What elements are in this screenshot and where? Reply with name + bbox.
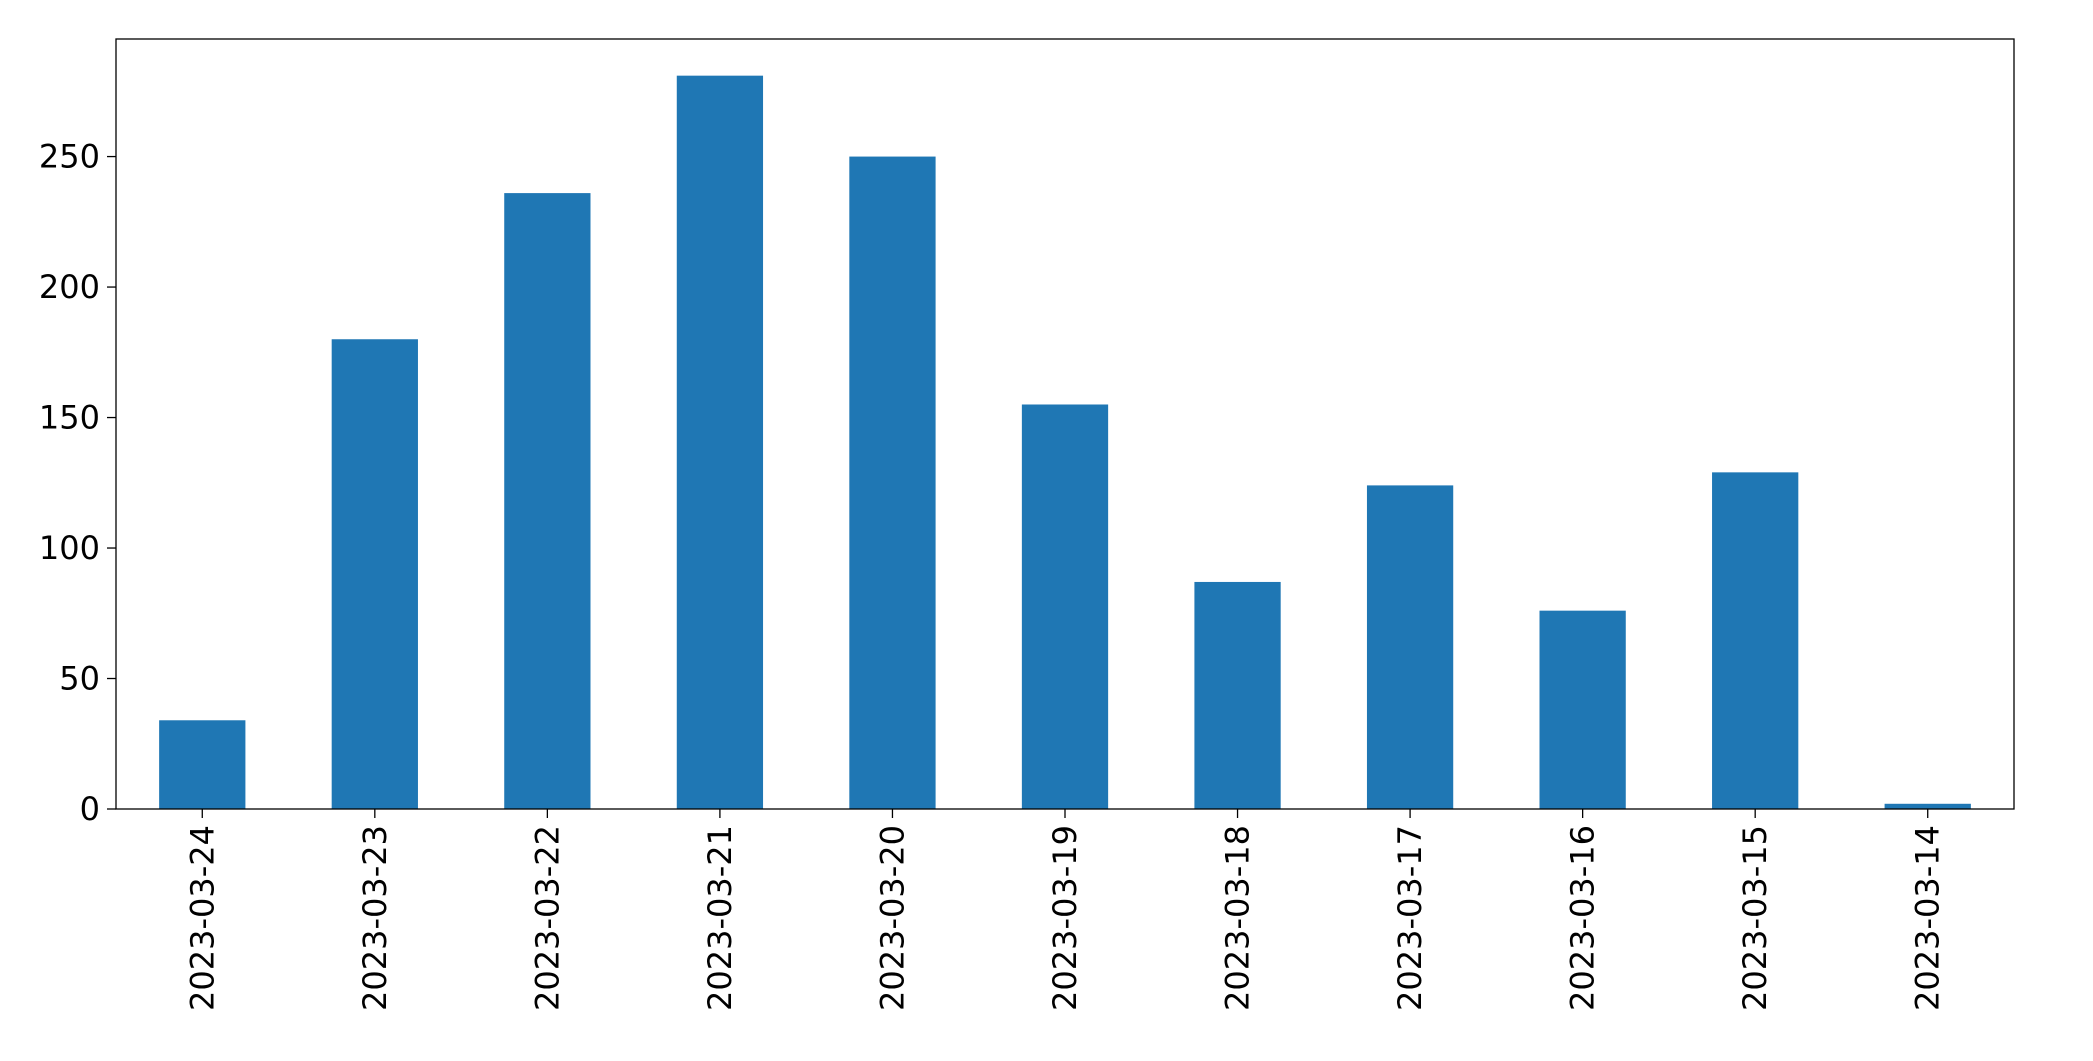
bar [1194,581,1281,809]
x-tick-label: 2023-03-22 [528,825,566,1011]
y-tick-label: 50 [59,660,100,698]
bar [1712,472,1799,809]
bar [1539,610,1626,809]
y-tick-label: 200 [39,268,100,306]
x-tick-label: 2023-03-15 [1736,825,1774,1011]
x-tick-label: 2023-03-14 [1909,825,1947,1011]
x-tick-label: 2023-03-18 [1219,825,1257,1011]
bar [849,156,936,809]
bar [1884,803,1971,809]
x-tick-label: 2023-03-17 [1391,825,1429,1011]
y-tick-label: 100 [39,529,100,567]
bar [504,193,591,810]
bar [331,339,418,809]
x-tick-label: 2023-03-20 [873,825,911,1011]
axes-frame [115,38,2015,810]
y-tick-label: 150 [39,399,100,437]
bar [1366,485,1454,809]
bar [159,720,246,809]
x-tick-label: 2023-03-19 [1046,825,1084,1011]
bar [1021,404,1109,809]
y-tick-label: 0 [80,790,100,828]
x-tick-label: 2023-03-24 [183,825,221,1011]
y-tick-label: 250 [39,138,100,176]
x-tick-label: 2023-03-23 [356,825,394,1011]
bar [676,75,764,809]
x-tick-label: 2023-03-16 [1564,825,1602,1011]
x-tick-label: 2023-03-21 [701,825,739,1011]
